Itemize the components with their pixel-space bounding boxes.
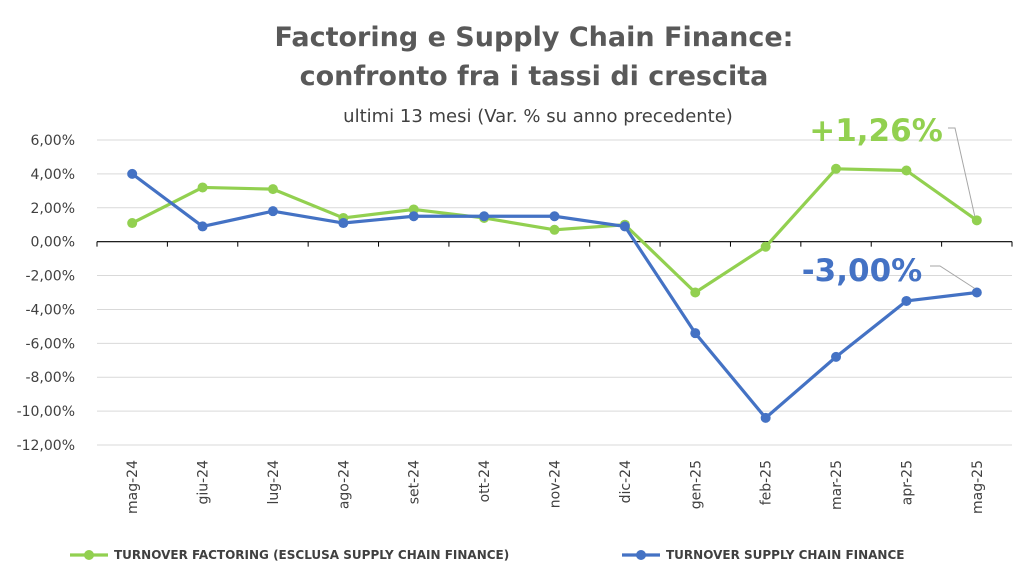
- data-point: [479, 211, 490, 222]
- y-tick-label: 2,00%: [31, 201, 75, 217]
- y-tick-label: -6,00%: [25, 336, 75, 352]
- x-tick-label: set-24: [407, 460, 423, 504]
- data-point: [901, 165, 912, 176]
- data-point: [127, 218, 138, 229]
- data-point: [408, 211, 419, 222]
- annotations: +1,26% -3,00%: [802, 113, 976, 289]
- data-point: [549, 211, 560, 222]
- x-tick-label: lug-24: [266, 460, 282, 505]
- data-point: [831, 163, 842, 174]
- gridlines: [97, 139, 1012, 446]
- data-point: [971, 287, 982, 298]
- y-tick-label: -12,00%: [17, 438, 75, 454]
- x-tick-label: mar-25: [829, 460, 845, 510]
- callout-label: -3,00%: [802, 253, 922, 289]
- y-axis-ticks: 6,00% 4,00% 2,00% 0,00% -2,00% -4,00% -6,00% -8…: [17, 133, 75, 454]
- data-point: [197, 221, 208, 232]
- x-tick-label: dic-24: [618, 460, 634, 503]
- x-tick-label: mag-24: [125, 460, 141, 514]
- callout-leader: [930, 265, 976, 289]
- legend-label: TURNOVER SUPPLY CHAIN FINANCE: [666, 548, 904, 562]
- data-point: [127, 168, 138, 179]
- x-tick-label: mag-25: [970, 460, 986, 514]
- x-tick-label: giu-24: [196, 460, 212, 505]
- series-line-1: [131, 172, 977, 420]
- data-point: [971, 215, 982, 226]
- chart-title-line2: confronto fra i tassi di crescita: [300, 61, 769, 92]
- data-point: [760, 241, 771, 252]
- data-point: [267, 206, 278, 217]
- data-point: [619, 221, 630, 232]
- y-tick-label: -8,00%: [25, 370, 75, 386]
- x-tick-label: feb-25: [759, 460, 775, 505]
- data-point: [197, 182, 208, 193]
- callout-label: +1,26%: [809, 113, 943, 149]
- data-point: [267, 184, 278, 195]
- y-tick-label: -2,00%: [25, 269, 75, 285]
- data-point: [760, 412, 771, 423]
- callout-leader: [948, 127, 976, 217]
- x-tick-label: apr-25: [899, 460, 915, 505]
- chart-title-line1: Factoring e Supply Chain Finance:: [275, 22, 794, 53]
- x-tick-label: gen-25: [688, 460, 704, 509]
- legend-label: TURNOVER FACTORING (ESCLUSA SUPPLY CHAIN…: [114, 548, 509, 562]
- x-axis-ticks: mag-24 giu-24 lug-24 ago-24 set-24 ott-24 nov-…: [125, 460, 986, 514]
- y-tick-label: 0,00%: [31, 235, 75, 251]
- series-group: [127, 163, 982, 423]
- data-point: [901, 295, 912, 306]
- data-point: [690, 328, 701, 339]
- chart-subtitle: ultimi 13 mesi (Var. % su anno precedent…: [343, 106, 733, 127]
- data-point: [831, 351, 842, 362]
- x-tick-label: ago-24: [336, 460, 352, 509]
- data-point: [549, 224, 560, 235]
- zero-axis: [96, 241, 1013, 247]
- y-tick-label: 4,00%: [31, 167, 75, 183]
- x-tick-label: nov-24: [548, 460, 564, 508]
- y-tick-label: -10,00%: [17, 404, 75, 420]
- y-tick-label: -4,00%: [25, 302, 75, 318]
- data-point: [338, 218, 349, 229]
- legend-marker: [636, 550, 646, 560]
- y-tick-label: 6,00%: [31, 133, 75, 149]
- legend-marker: [84, 550, 94, 560]
- legend: TURNOVER FACTORING (ESCLUSA SUPPLY CHAIN…: [70, 548, 904, 562]
- x-tick-label: ott-24: [477, 460, 493, 503]
- data-point: [690, 287, 701, 298]
